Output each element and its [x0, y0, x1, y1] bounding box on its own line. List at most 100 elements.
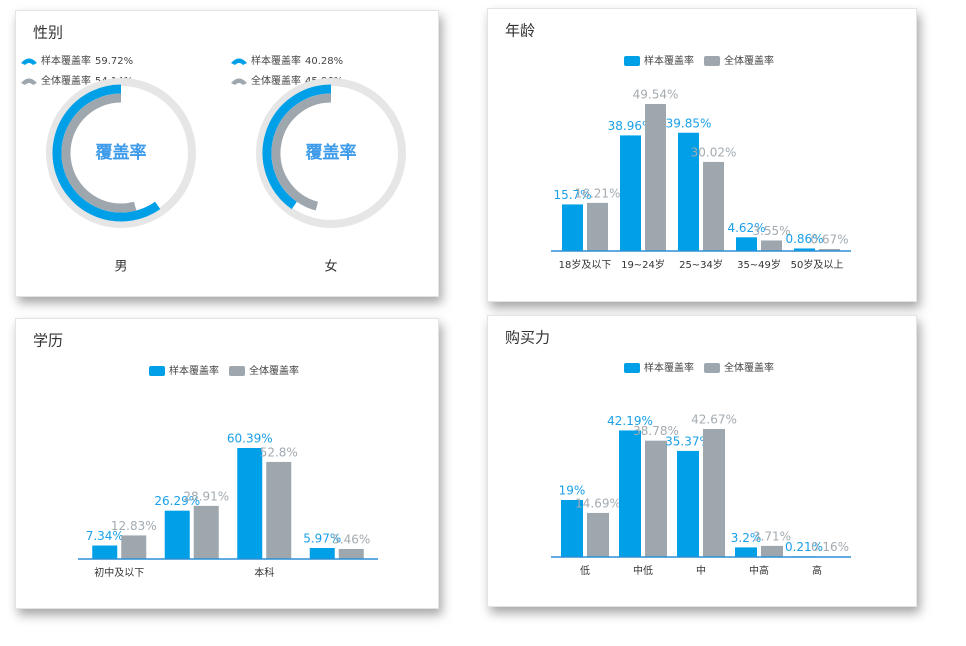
data-label: 60.39%: [227, 432, 273, 446]
legend-icon: [231, 58, 247, 65]
bar: [193, 505, 219, 559]
arc: [61, 93, 137, 213]
legend-text: 样本覆盖率: [644, 361, 694, 374]
bar: [587, 512, 609, 557]
legend-text: 全体覆盖率: [724, 54, 774, 67]
category-label: 高: [812, 564, 822, 577]
center-label: 覆盖率: [96, 142, 147, 163]
bar: [794, 248, 815, 251]
data-label: 49.54%: [633, 88, 679, 102]
data-label: 42.67%: [691, 413, 737, 427]
legend-swatch: [229, 366, 245, 376]
category-label: 50岁及以上: [791, 258, 844, 271]
data-label: 12.83%: [111, 519, 157, 533]
bar: [761, 240, 782, 251]
data-label: 19%: [559, 484, 586, 498]
arc: [271, 93, 332, 211]
legend-text: 全体覆盖率: [249, 364, 299, 377]
legend-text: 样本覆盖率 40.28%: [251, 54, 343, 67]
bar: [309, 548, 335, 559]
bar: [678, 132, 699, 251]
category-label: 19~24岁: [621, 258, 665, 271]
data-label: 26.29%: [154, 494, 200, 508]
legend-text: 全体覆盖率: [724, 361, 774, 374]
data-label: 14.69%: [575, 496, 621, 510]
bar: [561, 500, 583, 557]
arc: [262, 84, 332, 210]
data-label: 7.34%: [86, 529, 124, 543]
data-label: 28.91%: [183, 489, 229, 503]
bar: [121, 535, 147, 559]
data-label: 15.7%: [553, 188, 591, 202]
bar: [587, 202, 608, 251]
chart-title: 学历: [33, 332, 63, 350]
panel: 学历样本覆盖率 全体覆盖率 7.34% 12.83% 初中及以下 26.29% 28.91%…: [15, 318, 439, 609]
bar: [645, 104, 666, 251]
bar: [703, 429, 725, 557]
legend-name: 全体覆盖率: [41, 74, 91, 87]
bar: [761, 545, 783, 557]
bar: [620, 135, 641, 251]
panel: 年龄样本覆盖率 全体覆盖率 15.7% 16.21% 18岁及以下 38.96% 49.54…: [487, 8, 917, 302]
bar: [736, 237, 757, 251]
data-label: 42.19%: [607, 414, 653, 428]
legend-icon: [21, 58, 37, 65]
data-label: 39.85%: [666, 116, 712, 130]
data-label: 52.8%: [260, 445, 298, 459]
chart-title: 性别: [33, 24, 63, 42]
bar: [237, 448, 263, 559]
center-label: 覆盖率: [306, 142, 357, 163]
legend-swatch: [149, 366, 165, 376]
chart-title: 购买力: [505, 329, 550, 347]
legend-name: 样本覆盖率: [41, 54, 91, 67]
category-label: 中: [696, 564, 706, 577]
data-label: 5.97%: [303, 532, 341, 546]
category-label: 25~34岁: [679, 258, 723, 271]
panel: 购买力 样本覆盖率 全体覆盖率 19% 14.69% 低 42.19% 38.78% 中低 35.…: [487, 315, 917, 607]
category-label: 35~49岁: [737, 258, 781, 271]
data-label: 5.46%: [332, 532, 370, 546]
data-label: 0.86%: [785, 232, 823, 246]
legend-text: 样本覆盖率 59.72%: [41, 54, 133, 67]
bar: [645, 440, 667, 557]
legend-swatch: [704, 363, 720, 373]
category-label: 女: [324, 259, 337, 275]
bar: [266, 461, 292, 559]
legend-name: 全体覆盖率: [251, 74, 301, 87]
category-label: 中高: [749, 564, 769, 577]
category-label: 男: [114, 260, 127, 275]
legend-value: 40.28%: [305, 56, 343, 67]
data-label: 4.62%: [727, 221, 765, 235]
legend-swatch: [624, 363, 640, 373]
legend-text: 样本覆盖率: [644, 54, 694, 67]
bar: [338, 548, 364, 559]
data-label: 16.21%: [575, 186, 621, 200]
legend-value: 59.72%: [95, 56, 133, 67]
data-label: 38.96%: [608, 119, 654, 133]
bar: [819, 249, 840, 251]
category-label: 本科: [254, 566, 274, 579]
data-label: 30.02%: [691, 145, 737, 159]
legend-name: 样本覆盖率: [251, 54, 301, 67]
category-label: 低: [580, 564, 590, 577]
bar: [562, 204, 583, 251]
bar: [164, 510, 190, 559]
data-label: 0.21%: [785, 540, 823, 554]
legend-swatch: [624, 56, 640, 66]
legend-text: 样本覆盖率: [169, 364, 219, 377]
legend-icon: [231, 78, 247, 85]
arc: [52, 84, 161, 222]
category-label: 18岁及以下: [559, 258, 612, 271]
category-label: 初中及以下: [94, 566, 144, 579]
legend-icon: [21, 78, 37, 85]
data-label: 38.78%: [633, 424, 679, 438]
panel: 性别 样本覆盖率 59.72% 全体覆盖率 54.14% 覆盖率男样本覆盖率 40.28% 全…: [15, 10, 439, 297]
data-label: 0.67%: [810, 233, 848, 247]
chart-title: 年龄: [505, 22, 535, 40]
track: [46, 78, 196, 228]
